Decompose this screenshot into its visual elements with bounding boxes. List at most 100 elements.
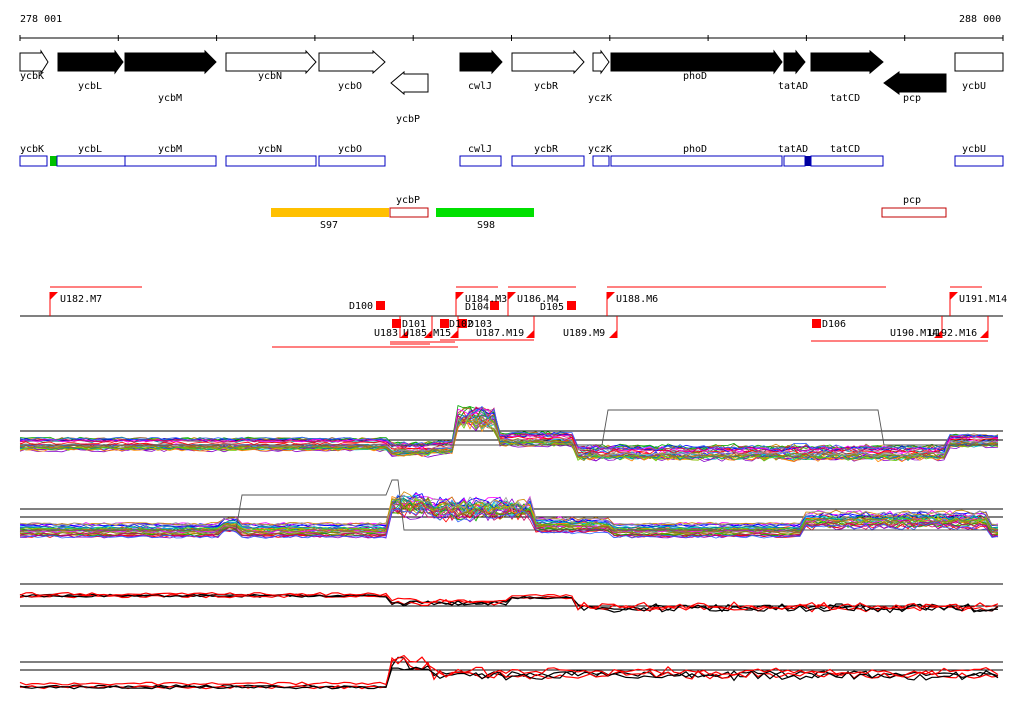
feature-label[interactable]: D101 [402,319,426,330]
feature-label[interactable]: U183 [374,328,398,339]
feature-label[interactable]: U189.M9 [563,328,605,339]
feature-label[interactable]: U191.M14 [959,294,1007,305]
cds-box-ycbN[interactable] [225,155,317,167]
cds-label-ycbM: ycbM [158,144,182,155]
gene-ycbU[interactable] [954,52,1004,72]
feature-label[interactable]: D105 [540,302,564,313]
feature-label[interactable]: U186.M4 [517,294,559,305]
feature-label[interactable]: D103 [468,319,492,330]
cds-box-ycbK[interactable] [19,155,48,167]
segment-ycbP-box[interactable] [389,207,429,218]
feature-flag [508,292,516,300]
cds-label-tatCD: tatCD [830,144,860,155]
gene-ycbP[interactable] [390,70,429,96]
feature-label[interactable]: D104 [465,302,489,313]
feature-label[interactable]: U190.M14 [890,328,938,339]
feature-label[interactable]: U192.M16 [929,328,977,339]
gene-label-tatCD: tatCD [830,93,860,104]
cds-mark-green [50,156,57,166]
gene-label-yczK: yczK [588,93,612,104]
feature-label[interactable]: D100 [349,301,373,312]
cds-box-ycbU[interactable] [954,155,1004,167]
expression-panel-1 [19,405,1003,463]
feature-label[interactable]: U188.M6 [616,294,658,305]
gene-yczK[interactable] [592,49,610,75]
gene-label-ycbR: ycbR [534,81,559,92]
gene-ycbO[interactable] [318,49,386,75]
gene-tatCD[interactable] [810,49,884,75]
segment-S97[interactable] [271,208,389,217]
gene-label-cwlJ: cwlJ [468,81,492,92]
cds-box-phoD[interactable] [610,155,783,167]
cds-label-yczK: yczK [588,144,612,155]
cds-box-ycbM[interactable] [124,155,217,167]
gene-ycbR[interactable] [511,49,585,75]
feature-block [490,301,499,310]
segment-label-pcp: pcp [903,195,921,206]
gene-phoD[interactable] [610,49,783,75]
gene-cwlJ[interactable] [459,49,503,75]
segment-pcp-box[interactable] [881,207,947,218]
feature-label[interactable]: U187.M19 [476,328,524,339]
gene-label-ycbU: ycbU [962,81,986,92]
feature-label[interactable]: U182.M7 [60,294,102,305]
gene-tatAD[interactable] [783,49,806,75]
gene-ycbK[interactable] [19,49,49,75]
gene-label-ycbL: ycbL [78,81,102,92]
gene-ycbN[interactable] [225,49,317,75]
feature-flag [950,292,958,300]
feature-flag [424,330,432,338]
expression-panel-2 [19,479,1003,539]
segment-label-S97: S97 [320,220,338,231]
gene-label-ycbP: ycbP [396,114,420,125]
feature-block [458,319,467,328]
coordinate-ruler: 278 001 288 000 [19,14,1004,41]
feature-flag [450,330,458,338]
cds-box-cwlJ[interactable] [459,155,502,167]
cds-label-phoD: phoD [683,144,707,155]
feature-block [392,319,401,328]
gene-label-pcp: pcp [903,93,921,104]
cds-label-ycbU: ycbU [962,144,986,155]
feature-flag [50,292,58,300]
segment-S98[interactable] [436,208,534,217]
gene-ycbM[interactable] [124,49,217,75]
cds-label-ycbN: ycbN [258,144,282,155]
cds-box-tatCD[interactable] [810,155,884,167]
cds-box-tatAD[interactable] [783,155,806,167]
gene-label-ycbK: ycbK [20,71,44,82]
end-coordinate: 288 000 [959,14,1001,25]
feature-flag [456,292,464,300]
feature-flag [609,330,617,338]
start-coordinate: 278 001 [20,14,62,25]
gene-ycbL[interactable] [57,49,124,75]
feature-block [376,301,385,310]
feature-block [567,301,576,310]
cds-label-ycbO: ycbO [338,144,362,155]
expression-panel-3 [19,583,1003,614]
feature-flag [526,330,534,338]
cds-label-ycbK: ycbK [20,144,44,155]
cds-box-ycbL[interactable] [56,155,126,167]
cds-box-ycbR[interactable] [511,155,585,167]
feature-block [440,319,449,328]
gene-track: ycbK ycbL ycbM ycbN ycbO ycbP cwlJ ycbR … [19,49,1004,125]
feature-label[interactable]: D106 [822,319,846,330]
feature-track: U182.M7 U184.M3 U186.M4 U188.M6 U191.M14… [20,286,1007,348]
segment-track: S97 ycbP S98 pcp [271,195,947,231]
feature-label[interactable]: U184.M3 [465,294,507,305]
cds-label-tatAD: tatAD [778,144,808,155]
cds-label-cwlJ: cwlJ [468,144,492,155]
cds-mark-blue [805,156,811,166]
cds-box-yczK[interactable] [592,155,610,167]
cds-label-ycbL: ycbL [78,144,102,155]
expression-panel-4 [19,654,1003,690]
feature-flag [980,330,988,338]
gene-pcp[interactable] [883,71,947,95]
cds-box-track: ycbK ycbL ycbM ycbN ycbO cwlJ ycbR yczK … [19,144,1004,167]
feature-label[interactable]: D102 [449,319,473,330]
feature-block [812,319,821,328]
feature-label[interactable]: U185.M15 [403,328,451,339]
feature-flag [607,292,615,300]
cds-box-ycbO[interactable] [318,155,386,167]
